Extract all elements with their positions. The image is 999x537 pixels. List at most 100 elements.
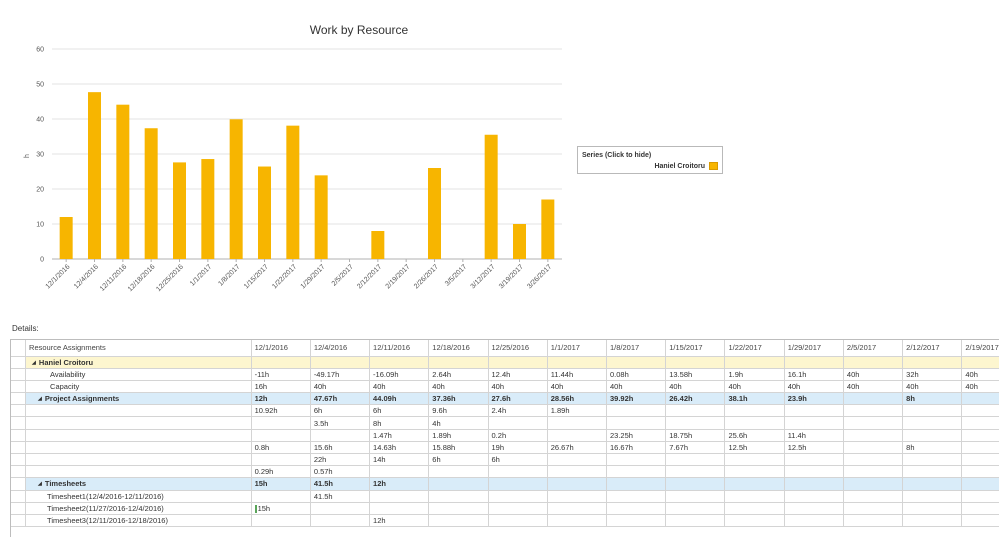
- column-header-date[interactable]: 12/25/2016: [488, 340, 548, 357]
- column-header-date[interactable]: 1/1/2017: [547, 340, 607, 357]
- legend-item-haniel-croitoru[interactable]: Haniel Croitoru: [654, 162, 718, 170]
- value-cell: [251, 514, 311, 528]
- value-cell: 15h: [251, 477, 311, 491]
- bar[interactable]: [229, 119, 243, 259]
- row-label-cell: [25, 416, 252, 430]
- bar[interactable]: [144, 128, 158, 259]
- value-cell: [961, 477, 999, 491]
- row-selector[interactable]: [11, 465, 27, 479]
- column-header-date[interactable]: 12/1/2016: [251, 340, 311, 357]
- bar[interactable]: [201, 159, 215, 259]
- column-header-date[interactable]: 12/18/2016: [428, 340, 489, 357]
- bar[interactable]: [286, 125, 300, 260]
- row-selector[interactable]: [11, 380, 27, 394]
- resource-row[interactable]: ◢ Haniel Croitoru: [11, 356, 999, 369]
- cell-value: 12.4h: [491, 369, 511, 379]
- column-header-date[interactable]: 1/22/2017: [724, 340, 785, 357]
- value-cell: 40h: [310, 380, 371, 394]
- table-row[interactable]: Timesheet3(12/11/2016-12/18/2016) 12h: [11, 514, 999, 528]
- row-label-cell: [25, 441, 252, 455]
- value-cell: [902, 502, 963, 515]
- row-selector[interactable]: [11, 490, 27, 503]
- bar[interactable]: [484, 134, 498, 259]
- x-tick-label: 3/5/2017: [444, 263, 468, 287]
- x-tick-label: 3/19/2017: [498, 263, 525, 290]
- resource-assignments-grid[interactable]: Resource Assignments 12/1/2016 12/4/2016 12…: [10, 339, 999, 537]
- x-tick-label: 12/25/2016: [155, 263, 185, 293]
- bar[interactable]: [371, 231, 385, 259]
- row-selector[interactable]: [11, 477, 27, 491]
- cell-value: 1.9h: [728, 369, 744, 379]
- column-header-date[interactable]: 1/29/2017: [784, 340, 844, 357]
- bar[interactable]: [541, 199, 555, 260]
- value-cell: 12.4h: [488, 368, 548, 381]
- column-header-date[interactable]: 2/12/2017: [902, 340, 963, 357]
- bar[interactable]: [258, 166, 271, 259]
- value-cell: 1.9h: [724, 368, 785, 381]
- value-cell: [843, 404, 904, 418]
- row-selector[interactable]: [11, 356, 27, 369]
- collapse-caret-icon[interactable]: ◢: [38, 481, 42, 488]
- bar[interactable]: [88, 92, 101, 259]
- row-selector[interactable]: [11, 502, 27, 515]
- column-header-date[interactable]: 2/19/2017: [961, 340, 999, 357]
- value-cell: [902, 490, 963, 503]
- column-header-resource-assignments[interactable]: Resource Assignments: [25, 340, 252, 357]
- cell-value: 41.5h: [313, 491, 333, 501]
- value-cell: [961, 502, 999, 515]
- collapse-caret-icon[interactable]: ◢: [32, 359, 36, 366]
- group-row[interactable]: ◢ Timesheets 15h 41.5h 12h: [11, 477, 999, 491]
- bar[interactable]: [314, 175, 328, 259]
- bar[interactable]: [428, 168, 441, 259]
- row-selector[interactable]: [11, 514, 27, 528]
- value-cell: [902, 416, 963, 430]
- row-selector[interactable]: [11, 416, 27, 430]
- column-header-date[interactable]: 12/11/2016: [369, 340, 430, 357]
- bar[interactable]: [59, 217, 73, 259]
- table-row[interactable]: 10.92h 6h 6h 9.6h 2.4h 1.89h: [11, 404, 999, 418]
- value-cell: 40h: [784, 380, 844, 394]
- row-label: Timesheet3(12/11/2016-12/18/2016): [47, 516, 168, 526]
- cell-value: 12h: [373, 479, 386, 489]
- table-row[interactable]: Capacity 16h 40h 40h 40h 40h 40h 40h 40h 40h 40h 40…: [11, 380, 999, 394]
- table-row[interactable]: 1.47h 1.89h 0.2h 23.25h 18.75h 25.6h 11.4h: [11, 429, 999, 442]
- group-row[interactable]: ◢ Project Assignments 12h 47.67h 44.09h 37.36…: [11, 392, 999, 406]
- row-label: Availability: [50, 369, 86, 379]
- row-selector[interactable]: [11, 368, 27, 381]
- table-row[interactable]: 22h 14h 6h 6h: [11, 453, 999, 467]
- value-cell: [724, 404, 785, 418]
- y-tick-label: 60: [36, 47, 44, 54]
- row-selector[interactable]: [11, 392, 27, 406]
- value-cell: [902, 453, 963, 467]
- bar[interactable]: [173, 162, 186, 259]
- column-header-date[interactable]: 2/5/2017: [843, 340, 904, 357]
- table-row[interactable]: Availability -11h -49.17h -16.09h 2.64h 12.4h…: [11, 368, 999, 381]
- value-cell: 1.47h: [369, 429, 430, 442]
- collapse-caret-icon[interactable]: ◢: [38, 396, 42, 403]
- row-label-cell: [25, 404, 252, 418]
- table-row[interactable]: 0.8h 15.6h 14.63h 15.88h 19h 26.67h 16.67h 7.67…: [11, 441, 999, 455]
- table-row[interactable]: 3.5h 8h 4h: [11, 416, 999, 430]
- column-header-date[interactable]: 12/4/2016: [310, 340, 371, 357]
- row-selector[interactable]: [11, 453, 27, 467]
- value-cell: [251, 453, 311, 467]
- table-row[interactable]: 0.29h 0.57h: [11, 465, 999, 479]
- value-cell: [606, 514, 667, 528]
- cell-value: 39.92h: [609, 394, 634, 404]
- y-tick-label: 40: [36, 117, 44, 124]
- row-selector[interactable]: [11, 441, 27, 455]
- bar[interactable]: [116, 104, 130, 259]
- row-selector[interactable]: [11, 429, 27, 442]
- y-tick-label: 50: [36, 82, 44, 89]
- row-selector[interactable]: [11, 404, 27, 418]
- bar[interactable]: [513, 224, 526, 259]
- column-header-date[interactable]: 1/8/2017: [606, 340, 667, 357]
- value-cell: 12h: [251, 392, 311, 406]
- table-row[interactable]: Timesheet1(12/4/2016-12/11/2016) 41.5h: [11, 490, 999, 503]
- table-row[interactable]: Timesheet2(11/27/2016-12/4/2016) 15h: [11, 502, 999, 515]
- value-cell: [606, 453, 667, 467]
- column-header-date[interactable]: 1/15/2017: [665, 340, 726, 357]
- value-cell: -11h: [251, 368, 311, 381]
- value-cell: [251, 416, 311, 430]
- work-by-resource-chart: Work by Resource 0 10 20 30 40 50 60 h 12/1/2016…: [24, 23, 562, 293]
